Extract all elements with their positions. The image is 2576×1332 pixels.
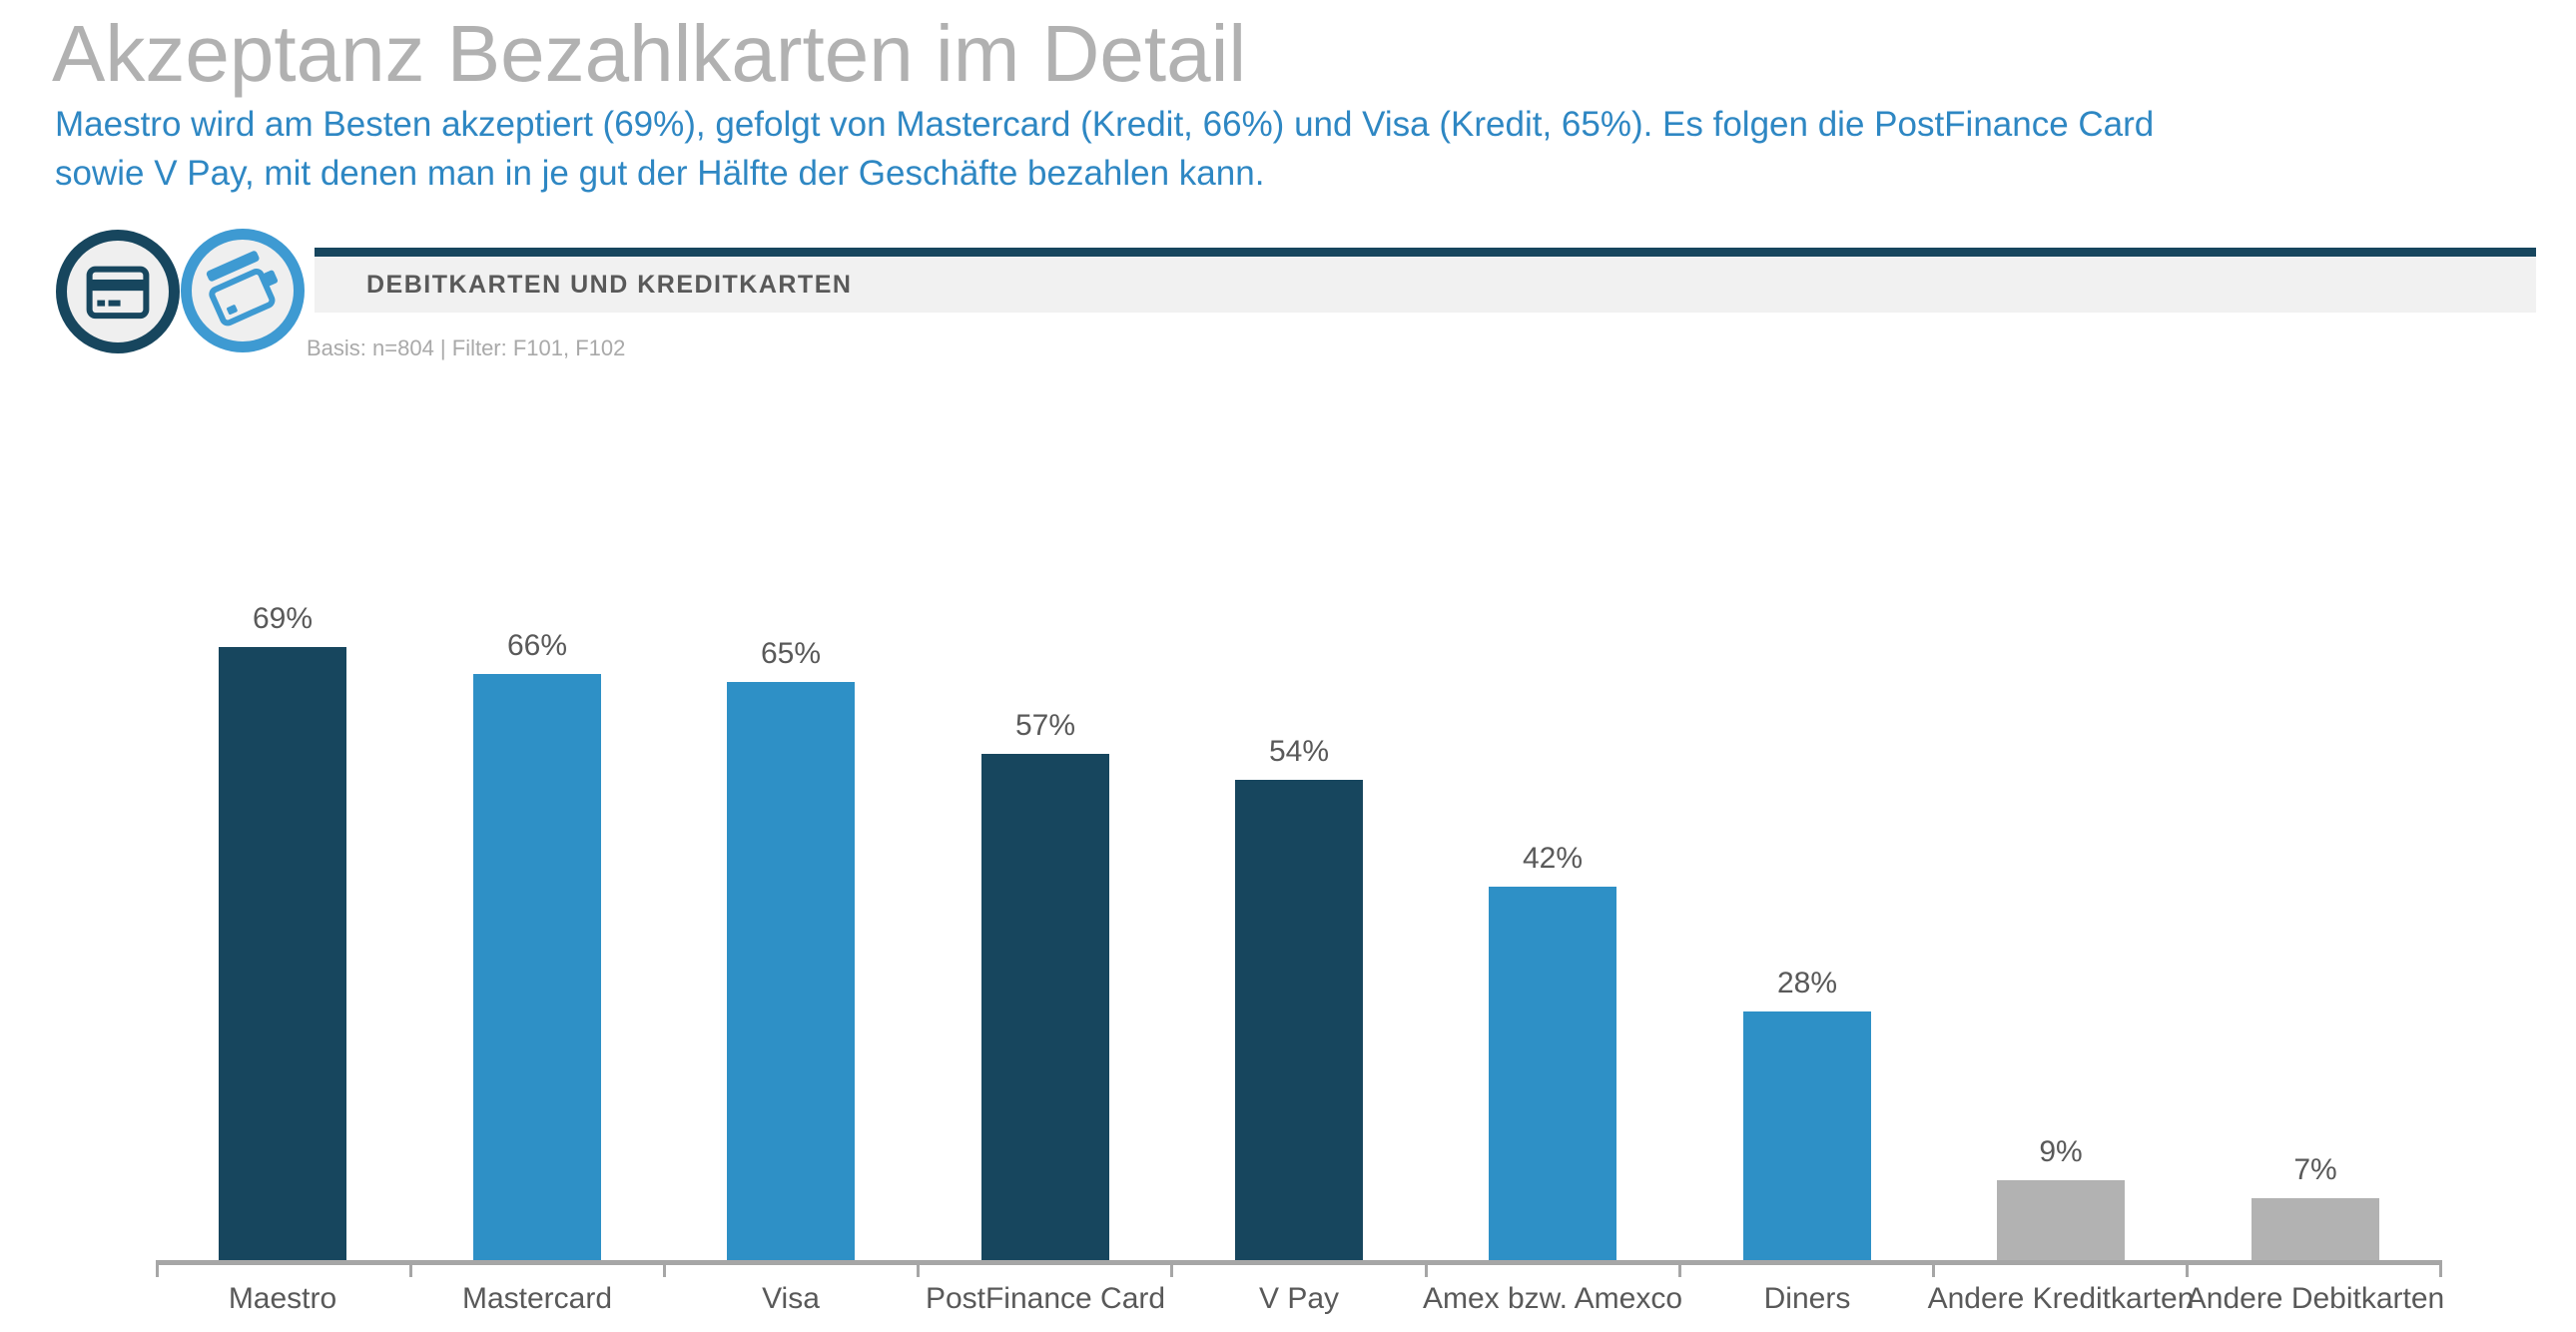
bar-diners [1743, 1011, 1871, 1260]
category-label-amex-bzw-amexco: Amex bzw. Amexco [1422, 1282, 1683, 1315]
category-label-postfinance-card: PostFinance Card [925, 1282, 1166, 1315]
axis-tick [1425, 1260, 1428, 1277]
section-header: DEBITKARTEN UND KREDITKARTEN [315, 257, 2536, 313]
bar-visa [727, 682, 855, 1260]
value-label-andere-debitkarten: 7% [2293, 1153, 2337, 1186]
bar-andere-debitkarten [2252, 1198, 2379, 1260]
bar-andere-kreditkarten [1997, 1180, 2125, 1260]
category-label-maestro: Maestro [228, 1282, 337, 1315]
section-title: DEBITKARTEN UND KREDITKARTEN [366, 270, 853, 299]
bar-amex-bzw-amexco [1489, 887, 1616, 1260]
section-divider-line [315, 248, 2536, 257]
value-label-amex-bzw-amexco: 42% [1522, 842, 1584, 875]
value-label-postfinance-card: 57% [1014, 709, 1076, 742]
axis-tick [1170, 1260, 1173, 1277]
axis-tick [1678, 1260, 1681, 1277]
value-label-andere-kreditkarten: 9% [2039, 1135, 2083, 1168]
value-label-mastercard: 66% [506, 629, 568, 662]
subtitle-line-1: Maestro wird am Besten akzeptiert (69%),… [55, 105, 2155, 144]
category-label-diners: Diners [1763, 1282, 1851, 1315]
subtitle: Maestro wird am Besten akzeptiert (69%),… [55, 100, 2154, 198]
axis-tick [409, 1260, 412, 1277]
value-label-visa: 65% [760, 637, 822, 670]
value-label-maestro: 69% [252, 602, 314, 635]
subtitle-line-2: sowie V Pay, mit denen man in je gut der… [55, 154, 1265, 193]
axis-tick [1932, 1260, 1935, 1277]
page-title: Akzeptanz Bezahlkarten im Detail [52, 9, 1247, 98]
bar-postfinance-card [981, 754, 1109, 1260]
category-label-andere-debitkarten: Andere Debitkarten [2186, 1282, 2445, 1315]
x-axis-line [156, 1260, 2442, 1265]
axis-tick [2439, 1260, 2442, 1277]
axis-tick [663, 1260, 666, 1277]
credit-cards-icon [181, 229, 305, 352]
value-label-v-pay: 54% [1268, 735, 1330, 768]
bar-mastercard [473, 674, 601, 1260]
axis-tick [917, 1260, 920, 1277]
credit-cards-glyph [206, 251, 279, 327]
category-label-v-pay: V Pay [1258, 1282, 1340, 1315]
value-label-diners: 28% [1776, 967, 1838, 999]
debit-card-icon [56, 230, 180, 353]
category-label-andere-kreditkarten: Andere Kreditkarten [1927, 1282, 2195, 1315]
debit-card-glyph [86, 266, 150, 320]
axis-tick [2186, 1260, 2189, 1277]
bar-v-pay [1235, 780, 1363, 1260]
category-label-visa: Visa [762, 1282, 820, 1315]
bar-maestro [219, 647, 346, 1260]
category-label-mastercard: Mastercard [461, 1282, 613, 1315]
basis-filter-note: Basis: n=804 | Filter: F101, F102 [307, 335, 626, 360]
axis-tick [156, 1260, 159, 1277]
